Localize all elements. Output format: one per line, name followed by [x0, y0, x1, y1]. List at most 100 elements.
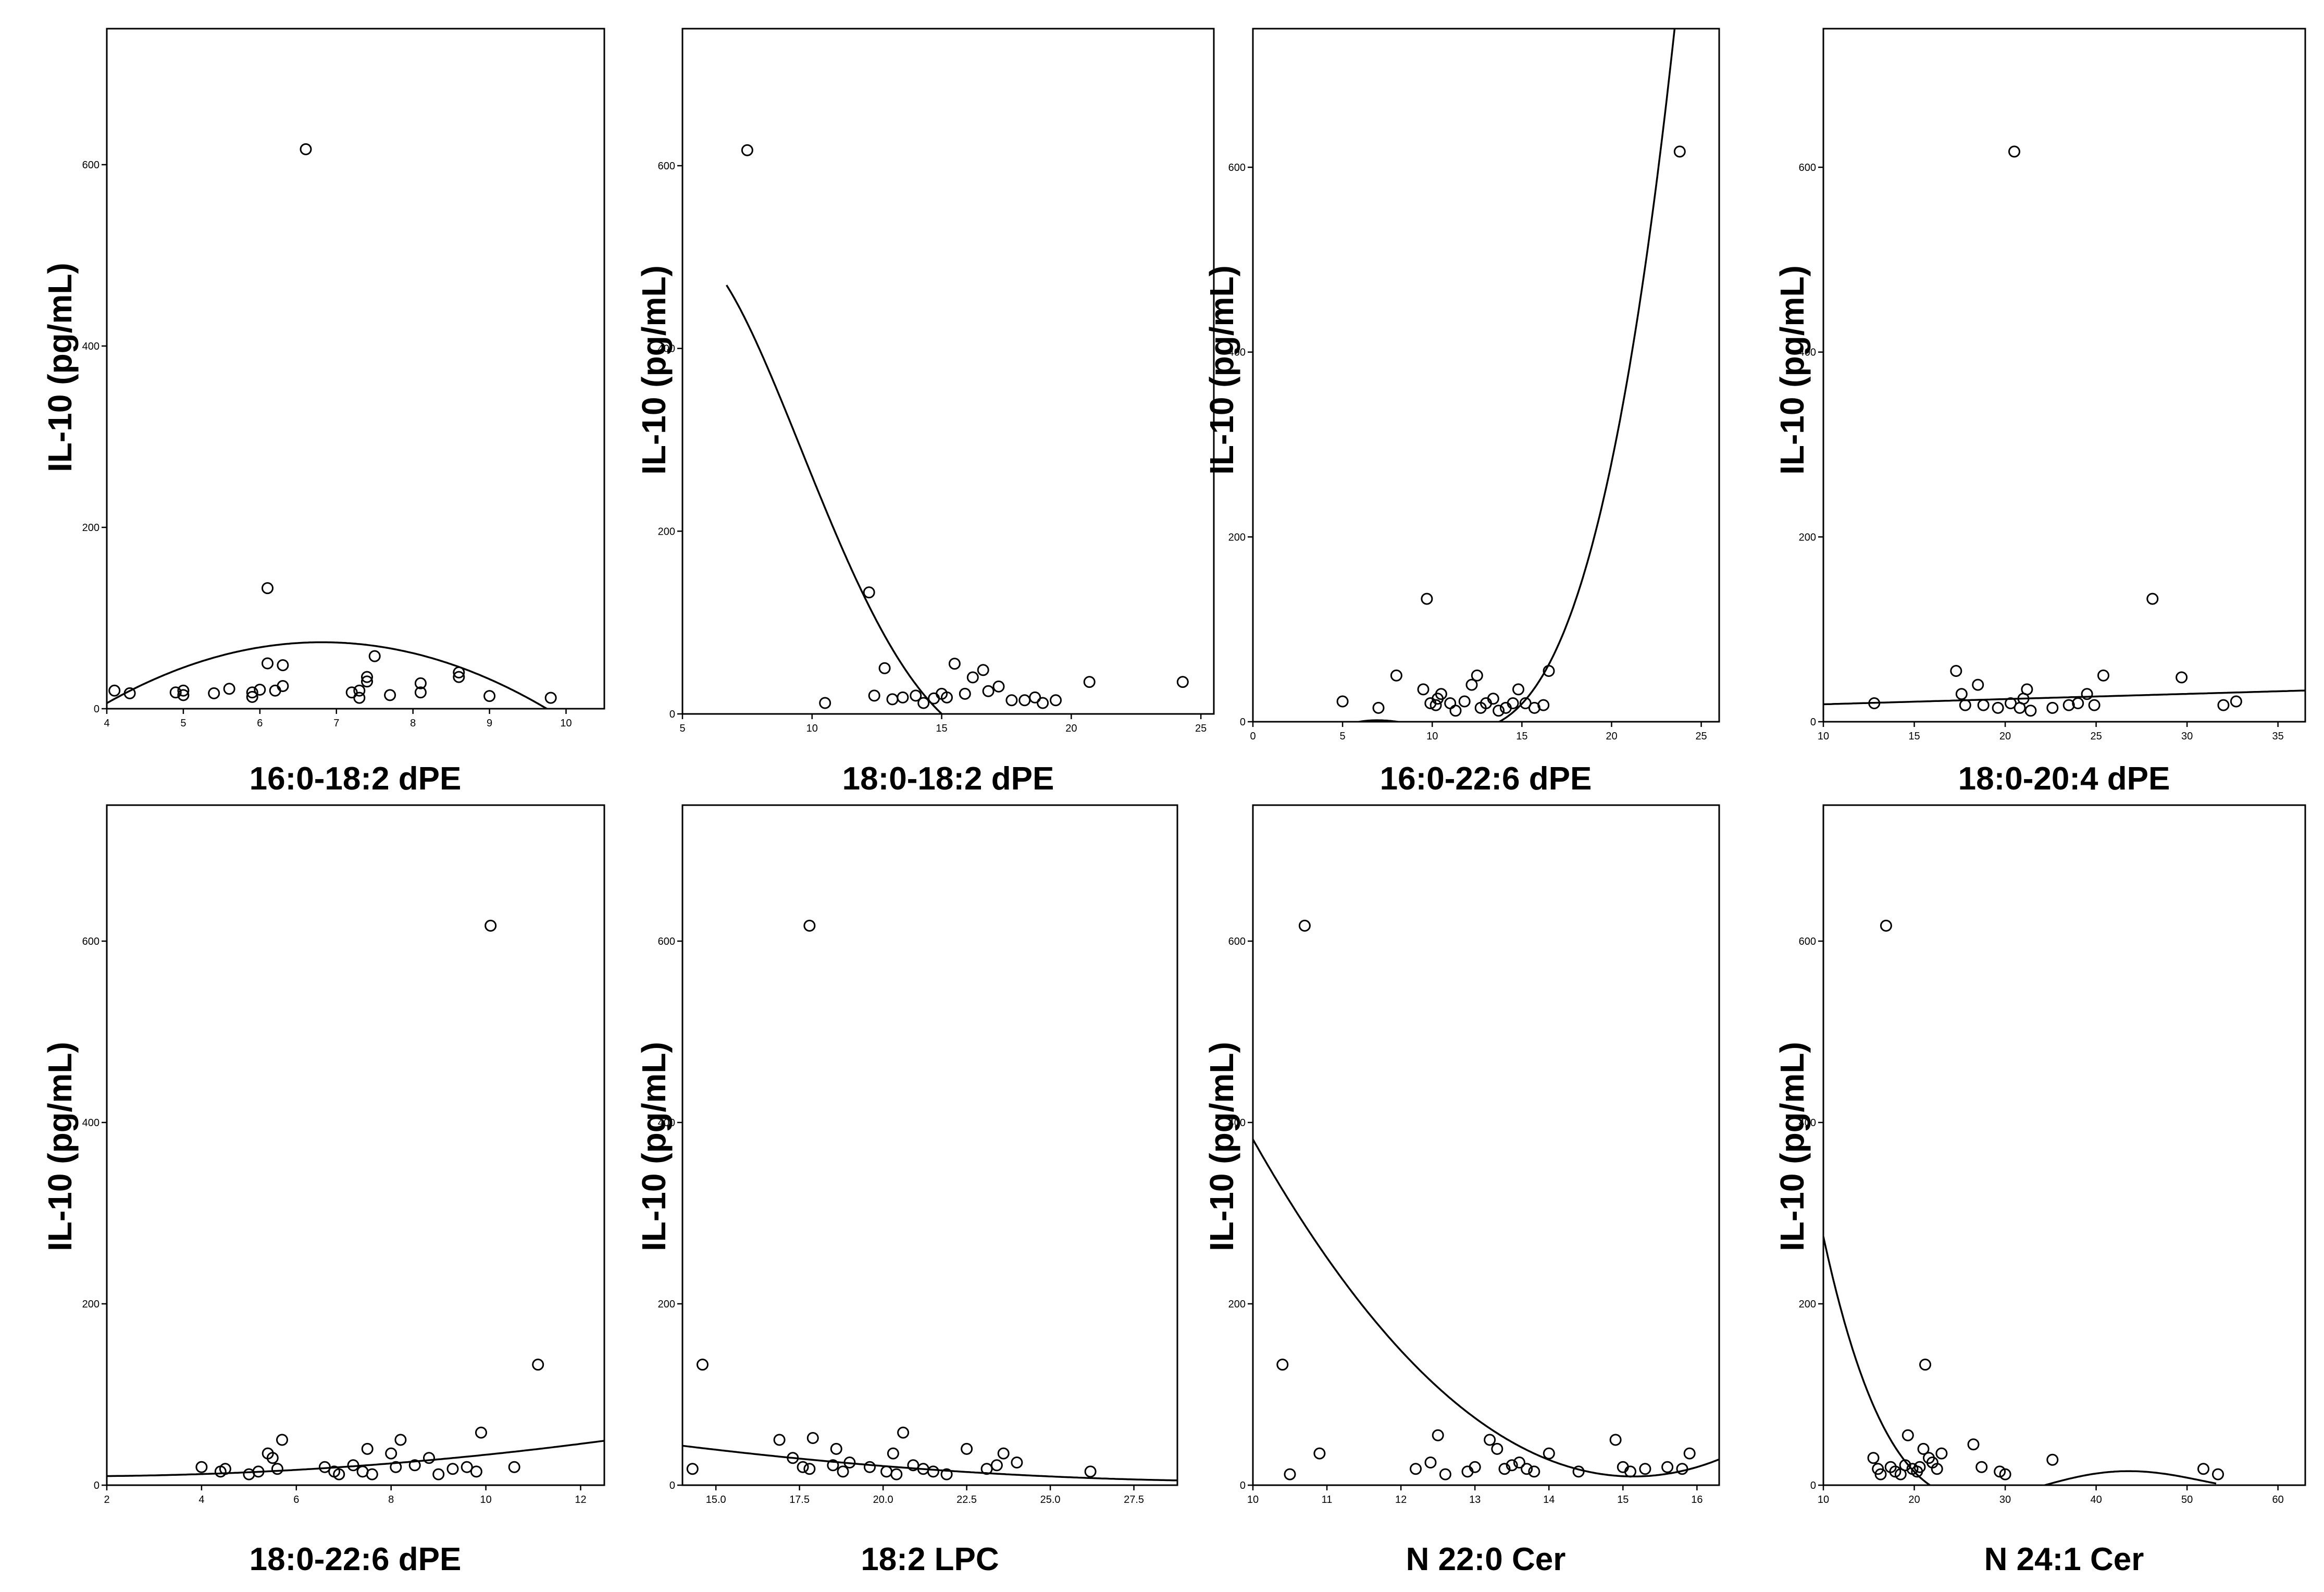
- data-point: [300, 143, 312, 155]
- y-tick-label: 400: [1228, 347, 1246, 359]
- y-tick-label: 200: [1228, 1299, 1246, 1310]
- data-point: [980, 1463, 993, 1475]
- data-point: [897, 1426, 910, 1439]
- x-tick-label: 15: [1617, 1494, 1629, 1505]
- x-tick-label: 20: [1999, 731, 2011, 742]
- plot-frame: [1252, 28, 1720, 723]
- data-point: [1507, 697, 1519, 709]
- data-point: [1683, 1447, 1696, 1460]
- x-tick-label: 17.5: [789, 1494, 810, 1505]
- data-point: [219, 1463, 231, 1475]
- data-point: [208, 687, 220, 699]
- panel-7: 0 200 400 600 10 11 12 13 14 15 16 IL-10 (pg/mL) N 2…: [1203, 804, 1720, 1577]
- data-point: [1037, 697, 1049, 709]
- data-point: [1955, 688, 1968, 700]
- x-tick-label: 6: [293, 1494, 299, 1505]
- x-tick-label: 14: [1543, 1494, 1555, 1505]
- y-tick-label: 0: [1240, 717, 1246, 728]
- data-point: [266, 1452, 279, 1464]
- plot-frame: [681, 804, 1178, 1486]
- x-tick-label: 7: [333, 718, 339, 729]
- data-point: [169, 686, 182, 699]
- data-point: [1390, 669, 1402, 682]
- x-tick-label: 30: [2181, 731, 2193, 742]
- x-axis-label: 18:2 LPC: [861, 1541, 999, 1577]
- y-tick-label: 400: [1799, 1117, 1816, 1129]
- x-axis-label: 16:0-18:2 dPE: [250, 761, 462, 797]
- fit-curve: [726, 285, 943, 714]
- data-point: [806, 1432, 819, 1444]
- data-point: [966, 671, 979, 684]
- data-point: [830, 1442, 842, 1455]
- data-point: [1950, 665, 1962, 677]
- data-point: [1493, 705, 1505, 717]
- x-axis-label: N 22:0 Cer: [1406, 1541, 1566, 1577]
- data-point: [1868, 697, 1881, 709]
- data-point: [2005, 697, 2017, 709]
- data-point: [453, 666, 465, 678]
- data-point: [1284, 1468, 1296, 1480]
- data-point: [1465, 678, 1478, 691]
- data-point: [394, 1434, 407, 1446]
- x-tick-label: 10: [1818, 731, 1829, 742]
- data-point: [1417, 683, 1430, 696]
- data-point: [1449, 705, 1462, 717]
- data-point: [686, 1463, 699, 1475]
- data-point: [470, 1465, 482, 1478]
- data-point: [1176, 676, 1189, 688]
- data-point: [997, 1447, 1010, 1460]
- x-tick-label: 25: [2090, 731, 2102, 742]
- data-point: [361, 671, 373, 683]
- data-point: [1919, 1359, 1931, 1371]
- data-point: [787, 1452, 799, 1464]
- x-tick-label: 20: [1908, 1494, 1920, 1505]
- x-tick-label: 15.0: [706, 1494, 726, 1505]
- y-axis-label: IL-10 (pg/mL): [41, 263, 79, 472]
- data-point: [1372, 701, 1385, 714]
- x-tick-label: 9: [487, 718, 492, 729]
- x-axis-label: 18:0-20:4 dPE: [1958, 761, 2170, 797]
- data-point: [1424, 1457, 1437, 1468]
- data-point: [948, 658, 961, 670]
- data-point: [532, 1359, 544, 1371]
- data-point: [982, 685, 995, 697]
- x-tick-label: 12: [1395, 1494, 1407, 1505]
- y-tick-label: 0: [94, 1480, 100, 1491]
- x-tick-label: 10: [1818, 1494, 1829, 1505]
- data-point: [1491, 1442, 1503, 1455]
- data-point: [803, 919, 816, 932]
- data-point: [1917, 1442, 1930, 1455]
- x-tick-label: 11: [1322, 1494, 1333, 1505]
- data-point: [2081, 688, 2093, 700]
- panel-5: 0 200 400 600 2 4 6 8 10 12 IL-10 (pg/mL) 18:0-22:6…: [41, 804, 605, 1577]
- x-tick-label: 5: [679, 723, 685, 734]
- x-tick-label: 20.0: [873, 1494, 893, 1505]
- data-point: [868, 689, 880, 702]
- data-point: [1430, 699, 1442, 711]
- data-point: [461, 1461, 473, 1473]
- x-tick-label: 25: [1195, 723, 1207, 734]
- x-tick-label: 5: [1340, 731, 1346, 742]
- data-point: [1018, 694, 1031, 707]
- data-point: [917, 697, 930, 709]
- data-point: [347, 1459, 359, 1472]
- data-point: [277, 680, 289, 692]
- plot-frame: [1822, 28, 2306, 723]
- data-point: [475, 1426, 487, 1439]
- y-tick-label: 0: [94, 704, 100, 715]
- data-point: [368, 650, 381, 662]
- data-point: [1572, 1465, 1585, 1478]
- data-point: [1543, 665, 1555, 677]
- x-tick-label: 10: [1247, 1494, 1259, 1505]
- data-point: [797, 1461, 809, 1473]
- data-point: [977, 664, 989, 676]
- y-tick-label: 600: [1799, 162, 1816, 174]
- y-tick-label: 600: [658, 161, 675, 172]
- data-point: [1512, 683, 1524, 696]
- data-point: [1276, 1359, 1289, 1371]
- data-point: [1673, 145, 1686, 158]
- data-point: [2021, 683, 2033, 696]
- data-point: [2088, 699, 2101, 711]
- data-point: [269, 684, 281, 697]
- y-tick-label: 0: [1240, 1480, 1246, 1491]
